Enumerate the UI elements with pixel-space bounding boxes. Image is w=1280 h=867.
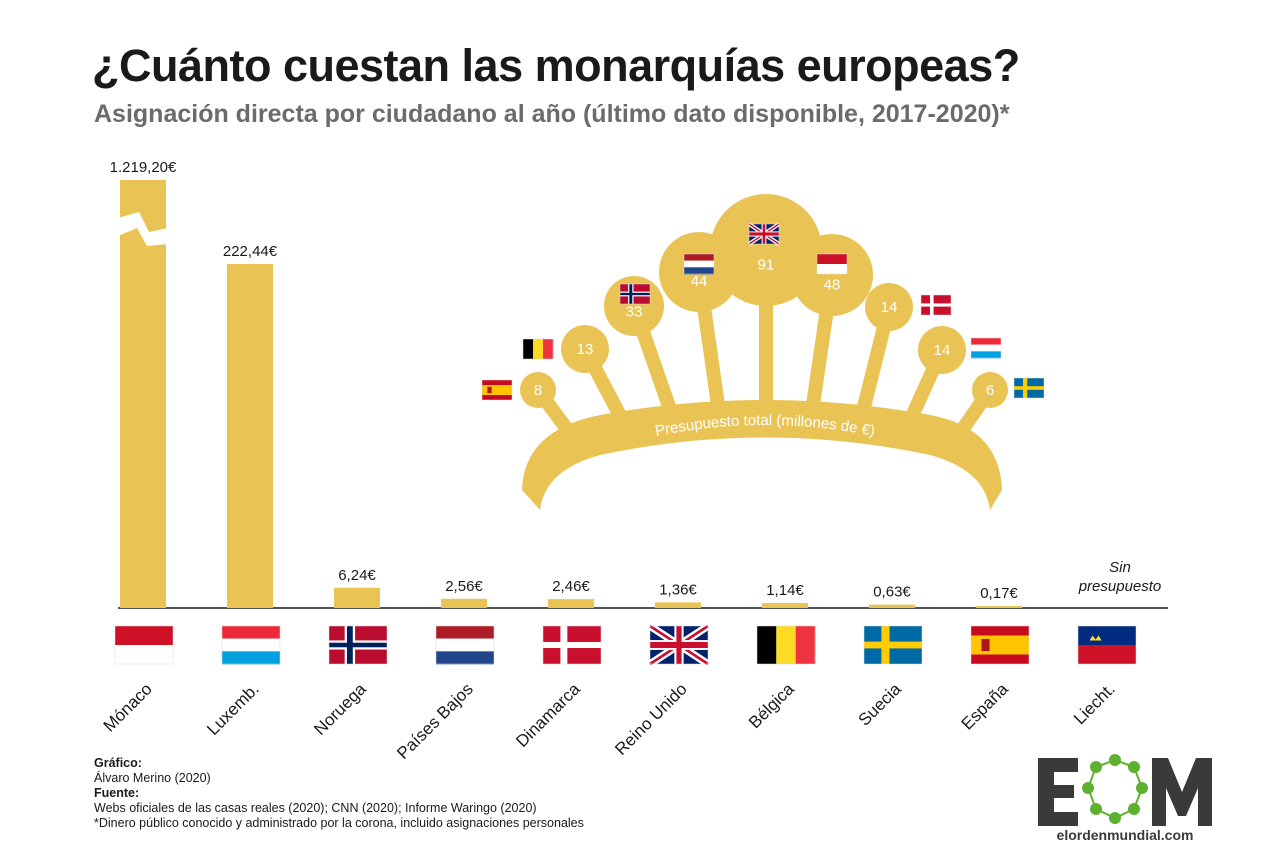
crown-value-8: 6: [986, 382, 994, 399]
crown-value-0: 8: [534, 382, 542, 399]
footer-grafico-value: Álvaro Merino (2020): [94, 771, 211, 785]
value-label-5: 1,36€: [659, 581, 697, 598]
chart-subtitle: Asignación directa por ciudadano al año …: [94, 100, 1010, 128]
crown-flag-0: [481, 379, 513, 401]
value-label-4: 2,46€: [552, 578, 590, 595]
axis-break-mark: [118, 212, 168, 246]
crown-base: [522, 400, 1002, 510]
crown-value-4: 91: [758, 257, 775, 274]
category-label-9: Liecht.: [1070, 679, 1119, 728]
footer-note: *Dinero público conocido y administrado …: [94, 816, 584, 830]
flag-4: [542, 625, 602, 665]
crown-flag-1: [522, 338, 554, 360]
bar-6: [762, 603, 808, 608]
crown-flag-2: [619, 283, 651, 305]
bar-2: [334, 587, 380, 608]
crown-value-1: 13: [577, 341, 594, 358]
crown-circle-6: [865, 283, 913, 331]
value-label-2: 6,24€: [338, 567, 376, 584]
crown-flag-6: [920, 294, 952, 316]
flag-7: [863, 625, 923, 665]
flag-2: [328, 625, 388, 665]
flag-1: [221, 625, 281, 665]
crown-value-6: 14: [881, 299, 898, 316]
crown-circle-8: [972, 372, 1008, 408]
flag-9: [1077, 625, 1137, 665]
crown-circle-1: [561, 325, 609, 373]
bar-3: [441, 598, 487, 608]
category-label-7: Suecia: [855, 679, 906, 730]
crown-circle-5: [791, 234, 873, 316]
eom-logo: elordenmundial.com: [1038, 754, 1212, 842]
bar-4: [548, 599, 594, 608]
category-label-1: Luxemb.: [203, 679, 263, 739]
crown-circle-7: [918, 326, 966, 374]
footer: Gráfico: Álvaro Merino (2020) Fuente: We…: [94, 756, 584, 831]
footer-grafico-label: Gráfico:: [94, 756, 142, 770]
crown-value-7: 14: [934, 342, 951, 359]
flag-5: [647, 622, 711, 668]
chart-title: ¿Cuánto cuestan las monarquías europeas?: [92, 40, 1020, 91]
value-label-1: 222,44€: [223, 243, 278, 260]
value-label-6: 1,14€: [766, 582, 804, 599]
bar-5: [655, 602, 701, 608]
value-label-0: 1.219,20€: [110, 159, 177, 176]
category-label-4: Dinamarca: [512, 679, 584, 751]
crown-value-2: 33: [626, 304, 643, 321]
value-label-3: 2,56€: [445, 578, 483, 595]
category-label-3: Países Bajos: [393, 679, 477, 763]
category-label-0: Mónaco: [100, 679, 156, 735]
crown-flag-7: [970, 337, 1002, 359]
flag-6: [756, 625, 816, 665]
crown-flag-3: [683, 253, 715, 275]
crown-flag-5: [816, 253, 848, 275]
category-label-8: España: [958, 679, 1013, 734]
flag-0: [114, 625, 174, 665]
bar-8: [976, 605, 1022, 608]
crown-flag-4: [747, 222, 781, 246]
value-label-7: 0,63€: [873, 584, 911, 601]
value-label-9-b: presupuesto: [1078, 578, 1162, 595]
value-label-9-a: Sin: [1109, 559, 1131, 576]
flag-8: [970, 625, 1030, 665]
crown-inset: Presupuesto total (millones de €)8133344…: [520, 194, 1008, 510]
crown-circle-0: [520, 372, 556, 408]
crown-value-3: 44: [691, 273, 708, 290]
crown-value-5: 48: [824, 276, 841, 293]
category-label-5: Reino Unido: [611, 679, 691, 759]
category-label-6: Bélgica: [745, 679, 798, 732]
bar-0: [120, 180, 166, 608]
footer-fuente-label: Fuente:: [94, 786, 140, 800]
category-label-2: Noruega: [310, 679, 370, 739]
flag-3: [435, 625, 495, 665]
bar-1: [227, 264, 273, 608]
crown-flag-8: [1013, 377, 1045, 399]
footer-fuente-value: Webs oficiales de las casas reales (2020…: [94, 801, 537, 815]
logo-url: elordenmundial.com: [1057, 827, 1194, 842]
bar-7: [869, 604, 915, 608]
value-label-8: 0,17€: [980, 585, 1018, 602]
